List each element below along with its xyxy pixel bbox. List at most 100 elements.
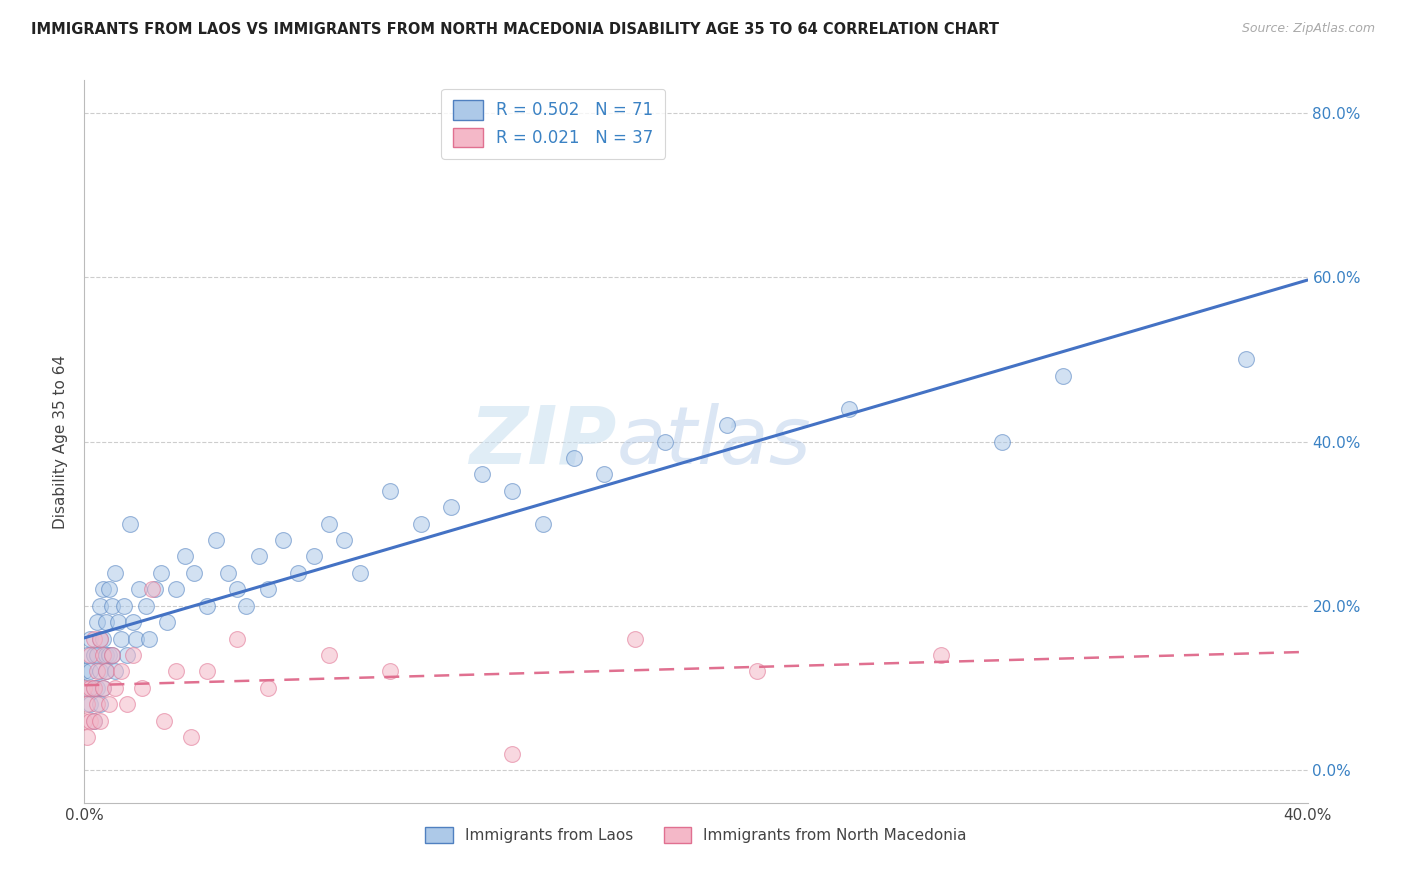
Point [97, 582, 120, 597]
Point [91, 681, 114, 695]
Point [226, 582, 249, 597]
Text: ZIP: ZIP [470, 402, 616, 481]
Point [333, 533, 356, 547]
Point [83, 681, 105, 695]
Point [318, 648, 340, 662]
Point [122, 615, 145, 630]
Point [624, 632, 647, 646]
Point [94, 615, 117, 630]
Point [1236, 352, 1258, 367]
Point [226, 632, 249, 646]
Point [165, 665, 187, 679]
Point [94, 665, 117, 679]
Point [153, 714, 176, 728]
Point [89, 599, 111, 613]
Point [89, 632, 111, 646]
Point [257, 681, 280, 695]
Point [318, 516, 340, 531]
Point [502, 747, 524, 761]
Point [89, 714, 111, 728]
Point [149, 566, 172, 580]
Legend: Immigrants from Laos, Immigrants from North Macedonia: Immigrants from Laos, Immigrants from No… [419, 822, 973, 849]
Point [91, 582, 114, 597]
Point [86, 681, 108, 695]
Point [76, 681, 98, 695]
Point [110, 632, 132, 646]
Point [838, 401, 860, 416]
Point [247, 549, 270, 564]
Point [91, 648, 114, 662]
Point [349, 566, 371, 580]
Point [174, 549, 197, 564]
Point [929, 648, 952, 662]
Point [195, 665, 218, 679]
Point [235, 599, 257, 613]
Point [115, 648, 138, 662]
Point [79, 632, 101, 646]
Point [89, 665, 111, 679]
Point [120, 516, 142, 531]
Point [593, 467, 616, 482]
Point [79, 681, 101, 695]
Point [440, 500, 463, 515]
Point [287, 566, 309, 580]
Point [110, 665, 132, 679]
Point [76, 698, 98, 712]
Point [183, 566, 205, 580]
Point [97, 698, 120, 712]
Point [716, 418, 738, 433]
Point [83, 648, 105, 662]
Point [83, 714, 105, 728]
Point [73, 681, 96, 695]
Point [302, 549, 325, 564]
Point [73, 665, 96, 679]
Point [83, 681, 105, 695]
Point [128, 582, 150, 597]
Point [502, 483, 524, 498]
Point [654, 434, 676, 449]
Point [195, 599, 218, 613]
Point [107, 615, 129, 630]
Point [104, 665, 127, 679]
Point [86, 615, 108, 630]
Point [380, 665, 402, 679]
Text: Source: ZipAtlas.com: Source: ZipAtlas.com [1241, 22, 1375, 36]
Point [79, 698, 101, 712]
Point [83, 714, 105, 728]
Point [83, 632, 105, 646]
Point [380, 483, 402, 498]
Point [205, 533, 228, 547]
Point [165, 582, 187, 597]
Point [143, 582, 166, 597]
Point [79, 665, 101, 679]
Point [156, 615, 179, 630]
Point [91, 632, 114, 646]
Text: atlas: atlas [616, 402, 811, 481]
Point [271, 533, 294, 547]
Point [86, 698, 108, 712]
Point [79, 648, 101, 662]
Point [104, 566, 127, 580]
Point [747, 665, 769, 679]
Point [101, 648, 124, 662]
Point [531, 516, 554, 531]
Point [125, 632, 148, 646]
Point [86, 648, 108, 662]
Point [79, 714, 101, 728]
Point [97, 648, 120, 662]
Point [101, 599, 124, 613]
Point [91, 681, 114, 695]
Point [131, 681, 153, 695]
Y-axis label: Disability Age 35 to 64: Disability Age 35 to 64 [53, 354, 69, 529]
Point [115, 698, 138, 712]
Point [73, 714, 96, 728]
Point [180, 730, 202, 744]
Point [991, 434, 1014, 449]
Point [409, 516, 432, 531]
Point [76, 648, 98, 662]
Point [104, 681, 127, 695]
Point [471, 467, 494, 482]
Point [217, 566, 239, 580]
Point [94, 665, 117, 679]
Point [562, 450, 585, 465]
